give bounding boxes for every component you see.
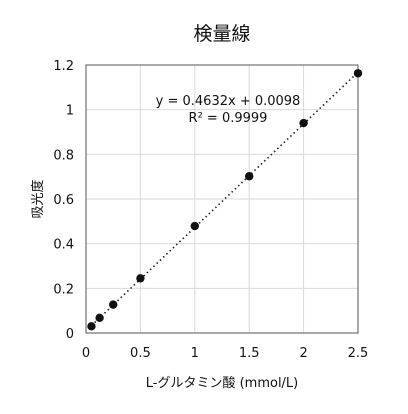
x-tick-label: 1.5 [239,346,260,361]
y-tick-label: 0.4 [53,238,74,253]
y-tick-label: 1.2 [53,59,74,74]
y-tick-label: 1 [66,104,74,119]
trend-r2: R² = 0.9999 [189,111,268,126]
trend-line [90,71,359,327]
data-point [245,172,254,181]
y-tick-label: 0.6 [53,193,74,208]
data-point [136,274,145,283]
y-tick-label: 0.2 [53,282,74,297]
x-tick-label: 0 [82,346,90,361]
y-tick-label: 0 [66,327,74,342]
data-point [353,69,363,78]
trend-equation: y = 0.4632x + 0.0098 [156,94,301,109]
x-axis-ticks: 0 0.5 1 1.5 2 2.5 [82,346,368,361]
x-tick-label: 2 [299,346,307,361]
data-point [190,221,199,231]
data-point [87,322,96,331]
plot-area-frame [85,64,359,334]
x-axis-label: L-グルタミン酸 (mmol/L) [146,376,299,391]
chart-title: 検量線 [193,23,250,45]
x-tick-label: 1 [191,346,199,361]
data-point [95,313,104,323]
y-axis-ticks: 0 0.2 0.4 0.6 0.8 1 1.2 [53,59,74,342]
data-point [109,300,118,309]
x-tick-label: 2.5 [348,346,369,361]
y-axis-label: 吸光度 [30,179,46,218]
y-tick-label: 0.8 [53,148,74,163]
data-points [87,69,363,331]
x-tick-label: 0.5 [130,346,151,361]
data-point [299,118,308,128]
